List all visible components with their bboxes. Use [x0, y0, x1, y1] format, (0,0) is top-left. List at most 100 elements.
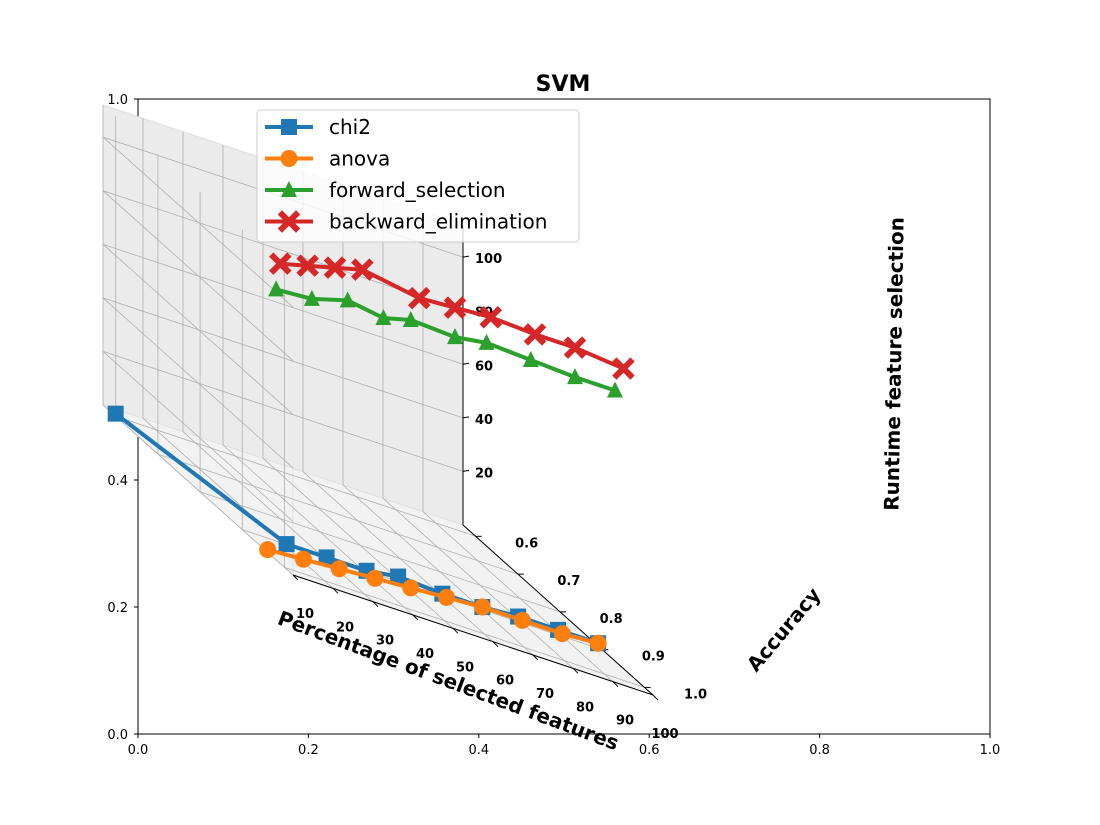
x-axis-line	[292, 574, 654, 696]
series-line	[114, 412, 599, 646]
series-backward-elimination	[269, 252, 635, 380]
data-point	[339, 291, 356, 308]
x-tick-label: 10	[296, 607, 314, 622]
x-tick-label: 90	[616, 714, 634, 729]
data-point	[296, 254, 319, 277]
x-tick-label: 60	[496, 674, 514, 689]
data-point	[390, 568, 407, 585]
x-tick-mark	[652, 694, 659, 701]
legend-entry: anova	[265, 147, 390, 171]
outer-x-tick-label: 0.4	[468, 743, 489, 758]
z-tick-label: 40	[475, 413, 493, 428]
z-tick-label: 100	[475, 252, 502, 267]
legend-label: anova	[329, 147, 390, 171]
x-tick-mark	[572, 667, 579, 674]
data-point	[259, 541, 277, 559]
legend-marker	[281, 119, 297, 135]
legend-box	[256, 109, 580, 243]
grid-line-y	[284, 267, 645, 688]
x-tick-mark	[412, 614, 419, 621]
y-tick-label: 0.8	[600, 612, 623, 627]
y-tick-label: 0.6	[515, 536, 538, 551]
legend-label: backward_elimination	[329, 210, 547, 234]
outer-x-tick-label: 0.0	[128, 743, 149, 758]
data-point	[563, 336, 587, 359]
x-tick-mark	[332, 587, 339, 594]
z-tick-label: 60	[475, 359, 493, 374]
data-point	[607, 381, 623, 398]
grid-line-z	[102, 190, 464, 361]
legend: chi2 anova forward_selection backward_elimi…	[256, 109, 580, 243]
data-point	[107, 405, 124, 422]
data-point	[612, 357, 635, 380]
grid-line-y	[157, 154, 519, 575]
series-line	[267, 547, 599, 646]
outer-y-tick-label: 0.2	[107, 601, 128, 616]
data-point	[402, 311, 419, 328]
grid-line-z	[102, 297, 464, 469]
data-point	[375, 309, 392, 326]
grid-line-z	[102, 351, 464, 522]
grid-line-x	[102, 105, 294, 576]
x-tick-label: 20	[336, 620, 354, 635]
x-tick-label: 70	[536, 687, 554, 702]
data-point	[438, 588, 456, 606]
outer-y-tick-label: 1.0	[107, 93, 128, 108]
x-tick-mark	[372, 601, 379, 608]
data-point	[443, 296, 467, 319]
data-point	[567, 368, 583, 385]
series-line	[275, 287, 616, 393]
data-point	[366, 569, 384, 587]
z-axis-label: Runtime feature selection	[879, 217, 908, 511]
data-point	[318, 549, 335, 566]
legend-entry: backward_elimination	[265, 210, 547, 234]
legend-marker	[281, 181, 297, 197]
series-line	[280, 261, 625, 371]
data-series	[107, 252, 635, 652]
outer-x-tick-label: 0.2	[298, 743, 319, 758]
outer-y-tick-label: 0.4	[107, 474, 128, 489]
3d-tick-labels: 10 20 30 40 50 60 70 80 90 100 0.6 0.7 0.8 0.9 1.0 20 40…	[292, 252, 707, 742]
legend-marker	[280, 150, 298, 167]
data-point	[323, 256, 347, 279]
grid-line-y	[199, 191, 561, 613]
grid-line-x	[342, 185, 534, 656]
x-tick-label: 30	[376, 634, 394, 649]
outer-x-tick-label: 1.0	[980, 743, 1001, 758]
data-point	[269, 252, 292, 275]
grid-line-x	[182, 131, 374, 602]
3d-axis-lines	[292, 225, 654, 696]
x-tick-label: 40	[416, 647, 434, 662]
data-point	[523, 323, 547, 346]
grid-line-z	[102, 243, 464, 415]
data-point	[294, 550, 312, 568]
data-point	[553, 625, 571, 643]
y-tick-label: 0.7	[557, 574, 580, 589]
y-tick-label: 0.9	[642, 650, 665, 665]
grid-line-x	[382, 198, 574, 669]
data-point	[478, 333, 495, 350]
z-tick-mark	[462, 362, 470, 365]
outer-x-tick-label: 0.8	[809, 743, 830, 758]
x-tick-label: 100	[651, 727, 678, 742]
data-point	[303, 289, 320, 306]
x-tick-mark	[612, 681, 619, 688]
legend-marker	[277, 210, 301, 233]
data-point	[407, 286, 431, 310]
y-axis-line	[462, 524, 654, 696]
z-tick-mark	[462, 416, 470, 419]
outer-x-tick-label: 0.6	[639, 743, 660, 758]
data-point	[447, 328, 463, 345]
x-tick-label: 50	[456, 660, 474, 675]
series-forward-selection	[268, 280, 623, 398]
data-point	[589, 634, 607, 652]
chart-title: SVM	[536, 72, 591, 97]
data-point	[268, 280, 285, 297]
x-tick-mark	[452, 627, 459, 634]
legend-label: chi2	[329, 115, 371, 139]
z-tick-mark	[462, 469, 470, 472]
x-tick-mark	[292, 574, 299, 581]
data-point	[473, 598, 491, 616]
series-anova	[259, 541, 607, 652]
